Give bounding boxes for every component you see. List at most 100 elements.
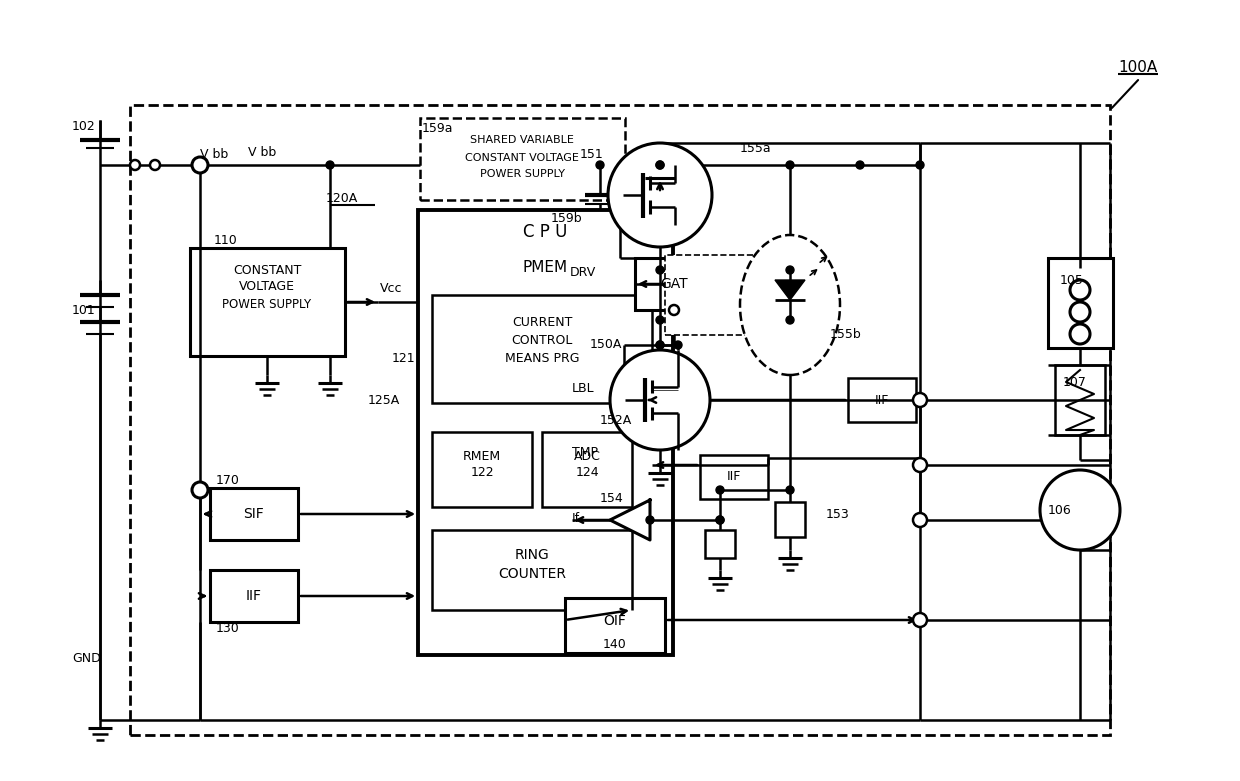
Text: 107: 107	[1063, 376, 1087, 388]
Circle shape	[656, 341, 663, 349]
Text: 121: 121	[392, 351, 415, 365]
Text: 122: 122	[470, 466, 494, 480]
Text: 155a: 155a	[740, 141, 771, 155]
Text: RMEM: RMEM	[463, 450, 501, 462]
Bar	[706, 530, 735, 558]
Circle shape	[596, 161, 604, 169]
Circle shape	[786, 316, 794, 324]
Text: MEANS PRG: MEANS PRG	[505, 351, 579, 365]
Bar	[542, 432, 632, 507]
Text: 154: 154	[600, 491, 624, 505]
Text: CONSTANT VOLTAGE: CONSTANT VOLTAGE	[465, 153, 579, 163]
Circle shape	[913, 613, 928, 627]
Circle shape	[150, 160, 160, 170]
Text: 100A: 100A	[1118, 60, 1157, 76]
Circle shape	[130, 160, 140, 170]
Text: 151: 151	[580, 148, 604, 162]
Text: 110: 110	[215, 234, 238, 247]
Text: CONSTANT: CONSTANT	[233, 263, 301, 276]
Bar	[432, 530, 632, 610]
Text: PMEM: PMEM	[522, 261, 568, 276]
Circle shape	[786, 266, 794, 274]
Bar	[635, 258, 713, 310]
Text: If: If	[572, 512, 580, 525]
Text: 170: 170	[216, 473, 239, 487]
Bar	[420, 118, 625, 200]
Text: COUNTER: COUNTER	[498, 567, 565, 581]
Text: 101: 101	[72, 304, 95, 316]
Bar	[432, 295, 652, 403]
Bar	[1048, 258, 1114, 348]
Circle shape	[1070, 302, 1090, 322]
Circle shape	[656, 161, 663, 169]
Bar	[210, 570, 298, 622]
Circle shape	[670, 305, 680, 315]
Text: IIF: IIF	[727, 470, 742, 483]
Text: 124: 124	[575, 466, 599, 480]
Text: SHARED VARIABLE: SHARED VARIABLE	[470, 135, 574, 145]
Circle shape	[916, 161, 924, 169]
Text: C P U: C P U	[523, 223, 567, 241]
Circle shape	[856, 161, 864, 169]
Text: CONTROL: CONTROL	[511, 333, 573, 347]
Polygon shape	[775, 280, 805, 300]
Text: RING: RING	[515, 548, 549, 562]
Text: 140: 140	[603, 639, 627, 651]
Circle shape	[656, 161, 663, 169]
Text: V bb: V bb	[248, 147, 277, 159]
Bar	[432, 432, 532, 507]
Text: 106: 106	[1048, 504, 1071, 516]
Circle shape	[786, 486, 794, 494]
Text: 102: 102	[72, 119, 95, 133]
Text: 159a: 159a	[422, 122, 454, 134]
Ellipse shape	[740, 235, 839, 375]
Text: TMP: TMP	[572, 447, 598, 459]
Circle shape	[1040, 470, 1120, 550]
Bar	[848, 378, 916, 422]
Circle shape	[786, 161, 794, 169]
Circle shape	[192, 157, 208, 173]
Circle shape	[656, 341, 663, 349]
Text: 155b: 155b	[830, 329, 862, 341]
Bar	[701, 455, 768, 499]
Circle shape	[608, 143, 712, 247]
Text: POWER SUPPLY: POWER SUPPLY	[222, 298, 311, 312]
Circle shape	[715, 516, 724, 524]
Text: 153: 153	[826, 508, 849, 522]
Circle shape	[913, 393, 928, 407]
Text: OIF: OIF	[604, 614, 626, 628]
Text: GAT: GAT	[660, 277, 688, 291]
Circle shape	[715, 486, 724, 494]
Text: 159b: 159b	[551, 212, 582, 224]
Circle shape	[646, 516, 653, 524]
Text: ADC: ADC	[574, 450, 600, 462]
Text: V bb: V bb	[200, 148, 228, 162]
Text: IIF: IIF	[246, 589, 262, 603]
Circle shape	[1070, 324, 1090, 344]
Circle shape	[610, 350, 711, 450]
Bar	[565, 598, 665, 653]
Bar	[190, 248, 345, 356]
Circle shape	[715, 516, 724, 524]
Text: GND: GND	[72, 651, 100, 665]
Polygon shape	[610, 500, 650, 540]
Text: 150A: 150A	[590, 338, 622, 351]
Text: 120A: 120A	[326, 191, 358, 205]
Circle shape	[675, 341, 682, 349]
Text: IIF: IIF	[874, 394, 889, 406]
Bar	[418, 210, 673, 655]
Circle shape	[656, 316, 663, 324]
Circle shape	[192, 482, 208, 498]
Circle shape	[913, 513, 928, 527]
Text: Vcc: Vcc	[379, 281, 403, 294]
Circle shape	[913, 458, 928, 472]
Bar	[1055, 365, 1105, 435]
Text: 105: 105	[1060, 273, 1084, 287]
Text: SIF: SIF	[243, 507, 264, 521]
Circle shape	[656, 266, 663, 274]
Text: CURRENT: CURRENT	[512, 316, 572, 329]
Bar	[130, 105, 1110, 735]
Bar	[775, 502, 805, 537]
Bar	[665, 255, 775, 335]
Bar	[210, 488, 298, 540]
